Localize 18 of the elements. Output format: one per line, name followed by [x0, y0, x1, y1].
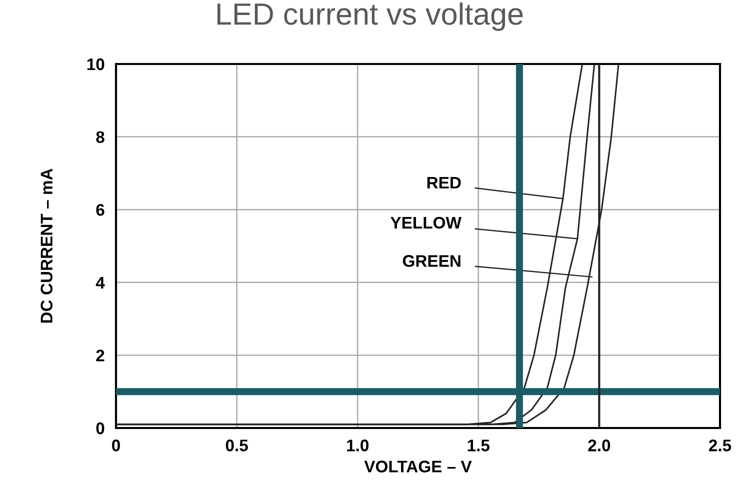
- annotation: YELLOW: [390, 216, 462, 229]
- x-tick-label: 1.5: [468, 440, 490, 452]
- y-tick-label: 8: [96, 131, 104, 144]
- x-tick-label: 2.5: [708, 440, 732, 452]
- x-tick-label: 2.0: [588, 440, 610, 452]
- y-tick-label: 0: [96, 422, 104, 434]
- x-axis-title: VOLTAGE – V: [364, 460, 472, 472]
- annotation: GREEN: [402, 255, 460, 267]
- chart-title: LED current vs voltage: [217, 2, 523, 31]
- x-tick-label: 1.0: [347, 440, 368, 452]
- x-tick-label: 0.5: [226, 440, 248, 452]
- y-tick-label: 2: [96, 350, 104, 362]
- x-tick-label: 0: [112, 440, 120, 452]
- y-tick-label: 10: [87, 58, 104, 70]
- annotation: RED: [427, 176, 461, 188]
- y-tick-label: 4: [96, 276, 105, 288]
- y-axis-title: DC CURRENT – mA: [40, 168, 53, 323]
- y-tick-label: 6: [96, 204, 104, 216]
